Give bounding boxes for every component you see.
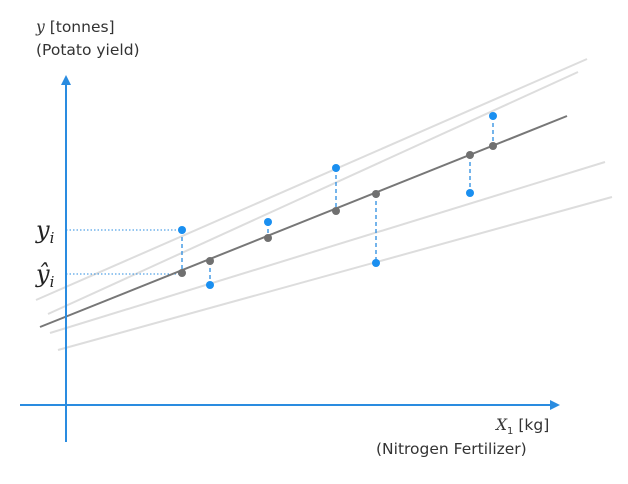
yi-base: y [35,216,50,244]
fitted-points [178,142,497,277]
candidate-line-4 [57,196,613,351]
candidate-line-2 [47,71,579,315]
observed-point-3 [264,218,272,226]
observed-point-7 [489,112,497,120]
x-axis-var: X [495,416,508,434]
y-axis-label: y [tonnes] [35,18,115,36]
residuals [181,116,494,285]
observed-point-5 [372,259,380,267]
fitted-point-6 [466,151,474,159]
observed-point-6 [466,189,474,197]
yhat-base: ŷ [35,260,50,288]
fitted-point-1 [178,269,186,277]
observed-point-4 [332,164,340,172]
yi-subscript: i [50,229,55,247]
yhat-label: ŷi [35,260,55,291]
fitted-point-4 [332,207,340,215]
fitted-point-5 [372,190,380,198]
fitted-point-3 [264,234,272,242]
fitted-point-2 [206,257,214,265]
y-axis-unit: [tonnes] [45,18,115,36]
observed-points [178,112,497,289]
yhat-subscript: i [50,273,55,291]
fitted-line [39,115,568,328]
y-axis-description: (Potato yield) [36,41,140,59]
x-axis-subscript: 1 [507,426,513,437]
candidate-line-1 [35,58,588,301]
yi-label: yi [35,216,55,247]
candidate-lines [35,58,613,351]
fitted-point-7 [489,142,497,150]
x-axis-label: X1 [kg] [495,416,549,437]
candidate-line-3 [49,161,606,334]
observed-point-1 [178,226,186,234]
y-axis-var: y [35,18,45,36]
x-axis-description: (Nitrogen Fertilizer) [376,440,527,458]
observed-point-2 [206,281,214,289]
x-axis-unit: [kg] [513,416,549,434]
